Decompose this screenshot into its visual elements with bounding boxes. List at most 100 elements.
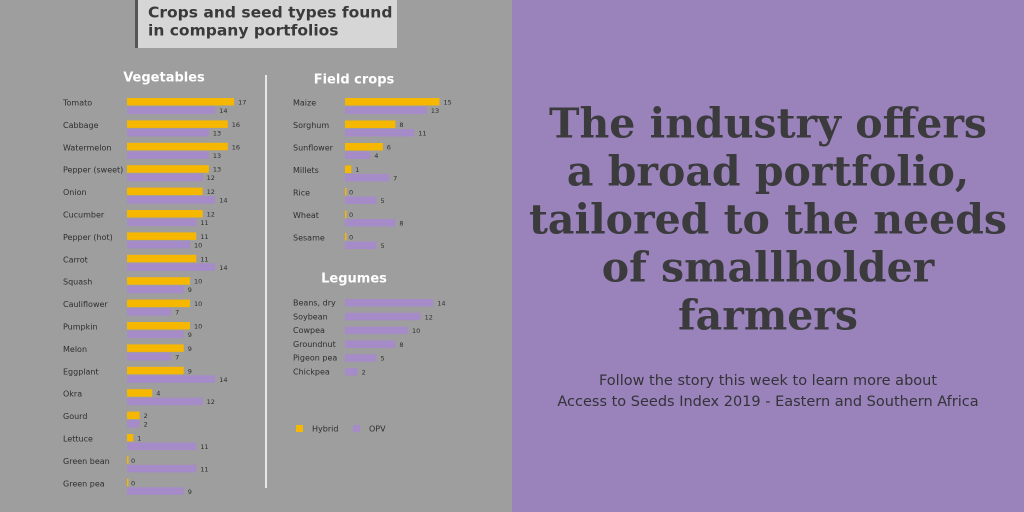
category-label: Cauliflower [63,300,108,309]
value-label: 13 [213,152,221,160]
bar [127,420,140,428]
value-label: 10 [194,323,202,331]
category-label: Cabbage [63,121,99,130]
value-label: 2 [362,369,366,377]
value-label: 9 [188,345,192,353]
bar [127,187,203,196]
subtitle: Access to Seeds Index 2019 - Eastern and… [557,394,978,410]
category-label: Pepper (hot) [63,233,113,242]
value-label: 12 [207,211,215,219]
value-label: 9 [188,488,192,496]
legend-swatch [353,425,360,432]
value-label: 4 [374,152,378,160]
bar [345,241,377,249]
category-label: Okra [63,390,82,399]
value-label: 5 [381,197,385,205]
value-label: 12 [207,174,215,182]
value-label: 13 [431,107,439,115]
bar [127,240,190,249]
value-label: 5 [381,242,385,250]
category-label: Wheat [293,211,319,220]
value-label: 9 [188,286,192,294]
category-label: Squash [63,278,92,287]
category-label: Watermelon [63,143,111,152]
bar [127,366,184,375]
value-label: 6 [387,144,391,152]
value-label: 7 [175,309,179,317]
bar [345,340,396,348]
value-label: 5 [381,355,385,363]
bar [127,344,184,352]
bar [345,151,371,159]
value-label: 7 [175,353,179,361]
value-label: 14 [219,107,227,115]
title-accent [135,0,138,48]
category-label: Maize [293,99,316,108]
title-box [135,0,397,48]
bar [127,285,184,294]
bar [127,478,129,487]
value-label: 10 [194,300,202,308]
headline: farmers [678,292,858,340]
bar [127,456,129,464]
bar [127,299,190,308]
bar [127,263,216,271]
bar [127,322,190,330]
chart-heading: Field crops [314,73,395,88]
value-label: 0 [349,189,353,197]
category-label: Beans, dry [293,299,336,308]
box-title: in company portfolios [148,22,339,40]
value-label: 11 [418,130,426,138]
bar [345,165,352,173]
bar [127,106,216,114]
bar [127,308,172,316]
bar [127,142,228,151]
value-label: 0 [131,479,135,487]
bar [127,210,203,218]
box-title: Crops and seed types found [148,4,392,22]
value-label: 16 [232,121,240,129]
value-label: 14 [219,376,227,384]
value-label: 2 [144,412,148,420]
category-label: Tomato [62,99,92,108]
legend-label: Hybrid [312,425,338,434]
bar [345,129,415,137]
headline: tailored to the needs [529,196,1007,244]
bar [345,233,347,241]
value-label: 10 [194,241,202,249]
bar [127,442,197,450]
category-label: Sorghum [293,121,329,130]
value-label: 7 [393,175,397,183]
value-label: 0 [349,234,353,242]
value-label: 11 [200,255,208,263]
left-panel [0,0,512,512]
value-label: 0 [349,211,353,219]
bar [345,106,427,114]
value-label: 8 [399,341,403,349]
category-label: Millets [293,166,319,175]
value-label: 14 [219,197,227,205]
category-label: Melon [63,345,87,354]
value-label: 9 [188,331,192,339]
category-label: Chickpea [293,368,330,377]
legend-swatch [296,425,303,432]
value-label: 1 [355,166,359,174]
right-panel [512,0,1024,512]
value-label: 11 [200,443,208,451]
bar [345,188,347,196]
category-label: Green pea [63,479,105,488]
value-label: 8 [399,220,403,228]
bar [345,326,408,335]
category-label: Onion [63,188,87,197]
bar [345,354,377,362]
category-label: Sesame [293,234,325,243]
bar [127,352,172,361]
bar [127,487,184,495]
legend-label: OPV [369,425,386,434]
bar [345,98,440,106]
value-label: 15 [444,99,452,107]
bar [127,434,134,442]
value-label: 4 [156,390,160,398]
bar [345,120,396,128]
